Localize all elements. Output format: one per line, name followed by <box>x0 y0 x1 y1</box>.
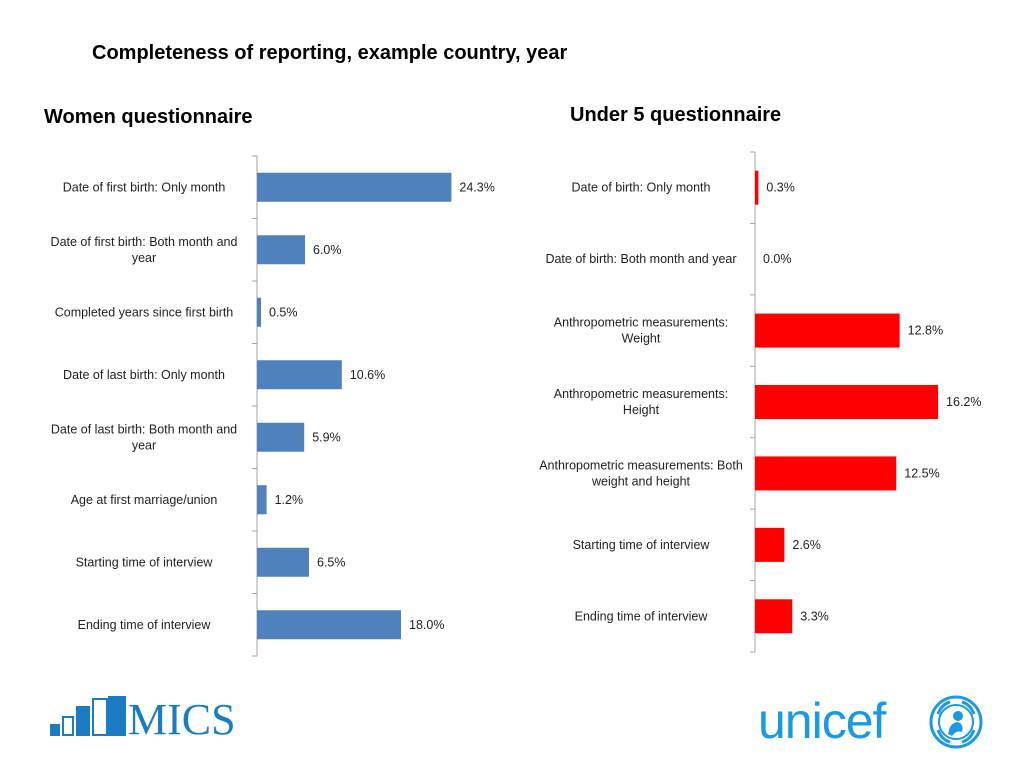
mics-logo: MICS <box>50 695 250 744</box>
women-category-label-line: year <box>132 251 156 265</box>
women-category-label-line: Age at first marriage/union <box>71 493 218 507</box>
women-bar <box>257 422 305 452</box>
women-category-label-line: Date of first birth: Only month <box>63 180 226 194</box>
u5-bar <box>755 170 759 205</box>
u5-category-label-line: Weight <box>622 332 661 346</box>
u5-category-label-line: Height <box>623 403 660 417</box>
women-category-label: Date of first birth: Only month <box>63 180 226 194</box>
mics-logo-bar-4 <box>92 698 108 736</box>
women-value-label: 6.0% <box>313 243 342 257</box>
u5-category-label: Date of birth: Only month <box>572 181 711 195</box>
women-value-label: 10.6% <box>350 368 385 382</box>
u5-value-label: 12.5% <box>904 466 939 480</box>
women-value-label: 5.9% <box>312 430 341 444</box>
u5-category-label: Anthropometric measurements: Weight <box>554 316 728 346</box>
u5-bar <box>755 385 939 419</box>
u5-category-label-line: Date of birth: Both month and year <box>545 252 736 266</box>
women-category-label: Completed years since first birth <box>55 305 234 319</box>
women-value-label: 1.2% <box>275 493 304 507</box>
mics-logo-text: MICS <box>128 695 236 744</box>
women-value-label: 0.5% <box>269 305 298 319</box>
u5-category-label-line: Ending time of interview <box>575 609 709 623</box>
unicef-logo: unicef <box>758 692 988 752</box>
u5-bar <box>755 456 897 491</box>
women-bar <box>257 547 309 577</box>
u5-category-label: Anthropometric measurements: Both weight … <box>539 458 743 488</box>
women-category-label-line: Starting time of interview <box>76 555 214 569</box>
women-bar <box>257 360 342 390</box>
unicef-emblem-icon <box>929 695 983 749</box>
u5-category-label: Anthropometric measurements: Height <box>554 387 728 417</box>
women-category-label-line: Date of last birth: Only month <box>63 368 225 382</box>
women-value-label: 24.3% <box>459 180 494 194</box>
mics-logo-bar-1 <box>50 724 60 736</box>
u5-category-label: Starting time of interview <box>573 538 711 552</box>
unicef-logo-text: unicef <box>758 693 886 749</box>
women-category-label-line: Ending time of interview <box>78 618 212 632</box>
women-category-label: Date of last birth: Both month and year <box>51 422 237 452</box>
mics-logo-bar-5 <box>108 696 126 736</box>
u5-category-label-line: Anthropometric measurements: Both <box>539 458 743 472</box>
u5-bar <box>755 527 785 562</box>
u5-category-label-line: Date of birth: Only month <box>572 181 711 195</box>
u5-bar <box>755 313 900 348</box>
u5-value-label: 2.6% <box>792 538 821 552</box>
women-bar <box>257 610 401 640</box>
u5-chart-title: Under 5 questionnaire <box>570 104 782 126</box>
u5-category-label-line: Anthropometric measurements: <box>554 316 728 330</box>
u5-category-label-line: weight and height <box>591 474 691 488</box>
women-category-label: Ending time of interview <box>78 618 212 632</box>
women-bar <box>257 297 261 327</box>
u5-category-label: Date of birth: Both month and year <box>545 252 736 266</box>
women-value-label: 6.5% <box>317 555 346 569</box>
u5-bar <box>755 599 793 634</box>
u5-value-label: 12.8% <box>908 324 943 338</box>
women-category-label: Date of last birth: Only month <box>63 368 225 382</box>
u5-value-label: 0.3% <box>766 181 795 195</box>
u5-value-label: 3.3% <box>800 609 829 623</box>
women-category-label-line: year <box>132 438 156 452</box>
women-bar <box>257 485 267 515</box>
women-bar <box>257 235 305 265</box>
u5-category-label: Ending time of interview <box>575 609 709 623</box>
women-category-label: Date of first birth: Both month and year <box>51 235 238 265</box>
women-value-label: 18.0% <box>409 618 444 632</box>
women-bar <box>257 172 452 202</box>
u5-value-label: 16.2% <box>946 395 981 409</box>
women-chart-title: Women questionnaire <box>44 106 253 128</box>
u5-value-label: 0.0% <box>763 252 792 266</box>
u5-category-label-line: Starting time of interview <box>573 538 711 552</box>
women-category-label: Age at first marriage/union <box>71 493 218 507</box>
women-category-label-line: Date of first birth: Both month and <box>51 235 238 249</box>
women-category-label-line: Completed years since first birth <box>55 305 234 319</box>
mics-logo-bar-3 <box>76 706 90 736</box>
u5-category-label-line: Anthropometric measurements: <box>554 387 728 401</box>
page-title: Completeness of reporting, example count… <box>92 42 568 64</box>
mics-logo-bar-2 <box>62 716 74 736</box>
women-category-label-line: Date of last birth: Both month and <box>51 422 237 436</box>
women-category-label: Starting time of interview <box>76 555 214 569</box>
